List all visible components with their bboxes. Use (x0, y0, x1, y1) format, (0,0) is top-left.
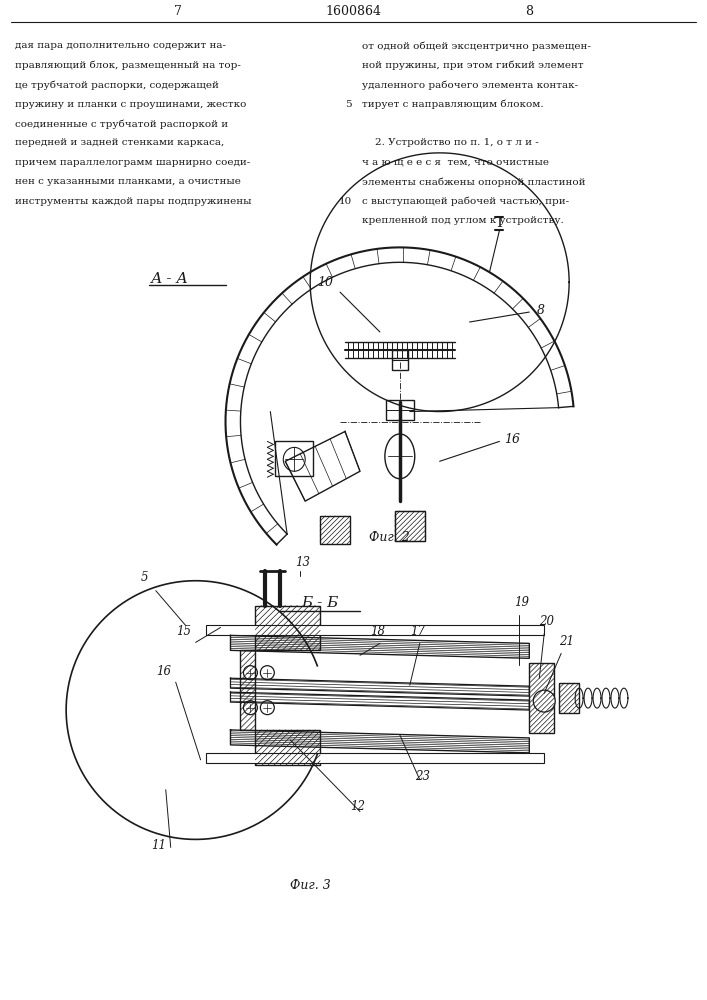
Text: причем параллелограмм шарнирно соеди-: причем параллелограмм шарнирно соеди- (16, 158, 250, 167)
Text: правляющий блок, размещенный на тор-: правляющий блок, размещенный на тор- (16, 61, 241, 70)
Bar (255, 730, 320, 765)
Text: Б - Б: Б - Б (301, 596, 339, 610)
Ellipse shape (385, 434, 415, 479)
Bar (255, 606, 320, 650)
Text: 23: 23 (415, 770, 430, 783)
Text: передней и задней стенками каркаса,: передней и задней стенками каркаса, (16, 138, 225, 147)
Bar (206, 753, 544, 763)
Text: А - А: А - А (151, 272, 189, 286)
Text: ной пружины, при этом гибкий элемент: ной пружины, при этом гибкий элемент (362, 61, 583, 70)
Text: 16: 16 (156, 665, 171, 678)
Text: 8: 8 (525, 5, 533, 18)
Bar (206, 625, 544, 635)
Text: це трубчатой распорки, содержащей: це трубчатой распорки, содержащей (16, 80, 219, 90)
Text: 12: 12 (350, 800, 365, 813)
Text: тирует с направляющим блоком.: тирует с направляющим блоком. (362, 100, 544, 109)
Text: 10: 10 (317, 276, 333, 289)
Text: 2. Устройство по п. 1, о т л и -: 2. Устройство по п. 1, о т л и - (362, 138, 539, 147)
Text: 20: 20 (539, 615, 554, 628)
Text: крепленной под углом к устройству.: крепленной под углом к устройству. (362, 216, 563, 225)
Bar (392, 350, 408, 370)
Text: 18: 18 (370, 625, 385, 638)
Text: 5: 5 (346, 100, 352, 109)
Text: ч а ю щ е е с я  тем, что очистные: ч а ю щ е е с я тем, что очистные (362, 158, 549, 167)
Bar (530, 663, 554, 733)
Bar (255, 606, 320, 650)
Text: элементы снабжены опорной пластиной: элементы снабжены опорной пластиной (362, 177, 585, 187)
Text: Фиг. 3: Фиг. 3 (290, 879, 331, 892)
Text: 7: 7 (174, 5, 182, 18)
Text: I: I (496, 216, 503, 230)
Bar (559, 683, 579, 713)
Bar (275, 441, 313, 476)
Text: 1600864: 1600864 (325, 5, 381, 18)
Bar (240, 650, 255, 730)
Text: соединенные с трубчатой распоркой и: соединенные с трубчатой распоркой и (16, 119, 228, 129)
Text: 15: 15 (176, 625, 191, 638)
Bar (240, 650, 255, 730)
Text: 5: 5 (141, 571, 148, 584)
Text: 21: 21 (559, 635, 574, 648)
Circle shape (533, 690, 555, 712)
Bar (255, 730, 320, 765)
Text: с выступающей рабочей частью, при-: с выступающей рабочей частью, при- (362, 197, 569, 206)
Text: 10: 10 (339, 197, 352, 206)
Text: 8: 8 (537, 304, 545, 317)
Text: 13: 13 (296, 556, 310, 569)
Bar (386, 400, 414, 420)
Text: 19: 19 (515, 596, 530, 609)
Text: 17: 17 (410, 625, 425, 638)
Bar (559, 683, 579, 713)
Text: пружину и планки с проушинами, жестко: пружину и планки с проушинами, жестко (16, 100, 247, 109)
Text: Фиг. 2: Фиг. 2 (370, 531, 410, 544)
Ellipse shape (284, 447, 305, 471)
Bar (320, 516, 350, 544)
Text: нен с указанными планками, а очистные: нен с указанными планками, а очистные (16, 177, 241, 186)
Bar (530, 663, 554, 733)
Text: дая пара дополнительно содержит на-: дая пара дополнительно содержит на- (16, 41, 226, 50)
Bar (395, 511, 425, 541)
Text: 11: 11 (151, 839, 166, 852)
Text: инструменты каждой пары подпружинены: инструменты каждой пары подпружинены (16, 197, 252, 206)
Text: от одной общей эксцентрично размещен-: от одной общей эксцентрично размещен- (362, 41, 591, 51)
Text: удаленного рабочего элемента контак-: удаленного рабочего элемента контак- (362, 80, 578, 90)
Bar (320, 516, 350, 544)
Bar (395, 511, 425, 541)
Text: 16: 16 (504, 433, 520, 446)
